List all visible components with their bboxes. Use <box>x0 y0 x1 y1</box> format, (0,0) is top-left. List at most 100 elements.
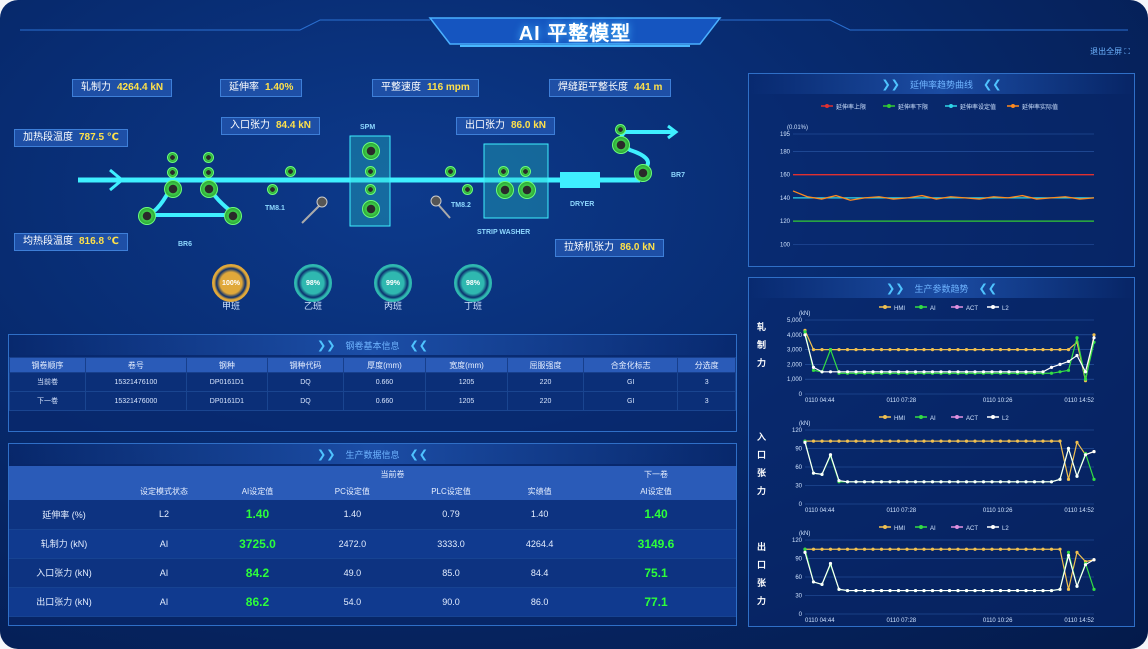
data-point <box>820 370 824 374</box>
data-point <box>913 439 918 443</box>
data-point <box>888 480 892 484</box>
table-cell: 3725.0 <box>209 529 306 559</box>
data-point <box>973 439 977 443</box>
y-axis-unit: (kN) <box>799 421 810 427</box>
data-point <box>1092 558 1096 562</box>
y-tick-label: 120 <box>792 428 803 434</box>
table-cell: AI <box>119 529 209 559</box>
data-point <box>871 588 875 593</box>
data-point <box>913 547 918 551</box>
data-point <box>1024 547 1028 551</box>
data-point <box>990 370 994 374</box>
data-point <box>820 348 824 352</box>
table-cell: 220 <box>507 372 584 392</box>
data-point <box>956 480 960 484</box>
coil-info-table: 钢卷顺序 卷号 钢种 钢种代码 厚度(mm) 宽度(mm) 屈服强度 合金化标志 分选度 当前卷… <box>9 357 736 411</box>
production-info-panel: ❯❯ 生产数据信息 ❮❮ 当前卷 下一卷 设定模式状态 AI设定值 PC设定值 PLC设定… <box>8 443 737 626</box>
data-point <box>828 453 833 457</box>
legend-label: L2 <box>1002 306 1009 312</box>
data-point <box>964 439 969 443</box>
data-point <box>939 348 943 352</box>
data-point <box>1075 336 1079 340</box>
leveler-tension-tag: 拉矫机张力 86.0 kN <box>555 239 665 257</box>
table-cell: 出口张力 (kN) <box>9 587 119 617</box>
data-point <box>854 439 858 443</box>
roller-icon <box>224 207 242 225</box>
data-point <box>913 370 918 374</box>
data-point <box>845 370 850 374</box>
data-point <box>811 547 816 551</box>
data-point <box>1066 348 1071 352</box>
shift-gauge: 100% <box>212 264 250 302</box>
legend-label: 延伸率下限 <box>898 103 928 111</box>
exit-fullscreen-button[interactable]: 退出全屏 ⛶ <box>1090 47 1130 56</box>
data-point <box>998 547 1003 551</box>
legend-marker <box>825 104 829 108</box>
panel-label-char: 力 <box>757 485 766 496</box>
y-tick-label: 160 <box>780 173 791 179</box>
x-tick-label: 0110 07:28 <box>887 398 917 404</box>
table-cell: DQ <box>266 391 344 411</box>
legend-marker <box>919 305 923 309</box>
table-cell: AI <box>119 558 209 588</box>
y-tick-label: 3,000 <box>787 348 803 354</box>
roller-icon <box>138 207 156 225</box>
data-point <box>803 550 807 554</box>
shift-gauge: 98% <box>454 264 492 302</box>
data-point <box>1049 371 1054 375</box>
data-point <box>1015 439 1020 443</box>
table-cell: 当前卷 <box>9 372 86 392</box>
data-point <box>1058 477 1062 481</box>
table-cell: DP0161D1 <box>185 372 268 392</box>
column-header: 设定模式状态 <box>119 483 209 500</box>
page-title-bar: AI 平整模型 <box>310 14 840 46</box>
data-point <box>1049 348 1054 352</box>
legend-marker <box>919 525 923 529</box>
table-row: 轧制力 (kN) AI 3725.0 2472.0 3333.0 4264.4 3149.6 <box>9 529 736 559</box>
data-point <box>837 478 841 483</box>
legend-marker <box>991 525 995 529</box>
table-cell: 0.660 <box>342 391 426 411</box>
data-point <box>1032 547 1037 551</box>
roller-icon <box>267 184 278 195</box>
data-point <box>1032 348 1037 352</box>
y-tick-label: 90 <box>795 447 802 453</box>
data-point <box>913 348 918 352</box>
data-point <box>1049 365 1054 369</box>
data-point <box>1058 348 1062 352</box>
data-point <box>828 547 833 551</box>
data-point <box>862 439 867 443</box>
data-point <box>888 370 892 374</box>
data-point <box>1092 336 1096 340</box>
data-point <box>939 480 943 484</box>
data-point <box>845 480 850 484</box>
roller-icon <box>498 166 509 177</box>
data-point <box>981 348 986 352</box>
panel-label-char: 口 <box>757 560 766 570</box>
data-point <box>1058 362 1062 366</box>
legend-marker <box>955 525 959 529</box>
series-line <box>805 440 1095 480</box>
data-point <box>1024 439 1028 443</box>
data-point <box>1075 440 1079 444</box>
x-tick-label: 0110 14:52 <box>1064 508 1094 514</box>
legend-label: 延伸率实际值 <box>1022 103 1058 111</box>
roller-icon <box>518 181 536 199</box>
data-point <box>1066 587 1071 591</box>
data-point <box>1066 446 1071 451</box>
data-point <box>1015 547 1020 551</box>
table-cell: 84.2 <box>209 558 306 588</box>
legend-marker <box>1011 104 1015 108</box>
y-tick-label: 140 <box>780 196 791 202</box>
panel-label-char: 入 <box>756 432 766 442</box>
data-point <box>1015 480 1020 484</box>
data-point <box>1015 588 1020 593</box>
series-line <box>792 190 1095 201</box>
data-point <box>811 368 816 372</box>
table-cell: GI <box>582 372 679 392</box>
roller-icon <box>365 184 376 195</box>
data-point <box>845 588 850 593</box>
table-cell: 3 <box>677 372 736 392</box>
data-point <box>998 480 1003 484</box>
